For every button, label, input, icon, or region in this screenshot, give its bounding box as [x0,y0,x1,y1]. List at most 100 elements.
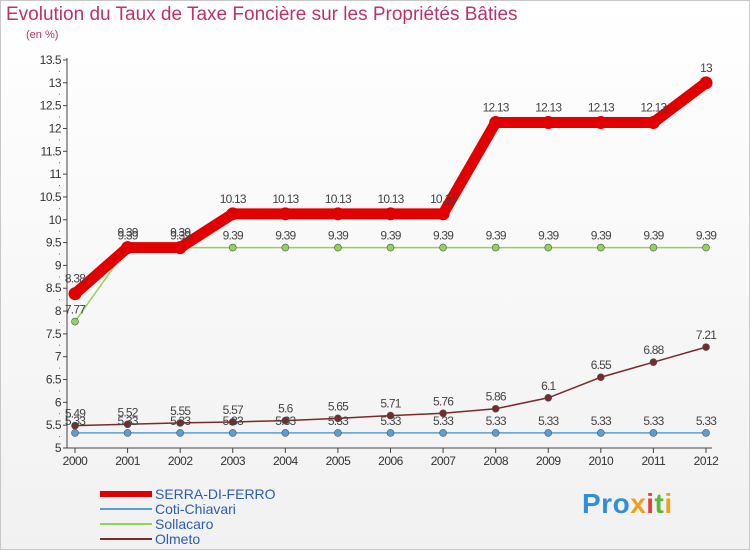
data-label: 9.39 [118,226,139,240]
y-tick-label: 5 [55,441,62,455]
legend-item: Olmeto [100,530,276,547]
data-point [281,416,290,425]
data-point [699,76,713,90]
data-label: 12.13 [535,101,562,115]
data-point [386,411,395,420]
data-label: 9.39 [223,229,244,243]
y-tick-label: 5.5 [46,418,62,432]
data-label: 5.33 [643,414,664,428]
data-label: 12.13 [588,101,615,115]
data-label: 7.77 [65,303,86,317]
data-point [491,404,500,413]
data-point [334,243,342,252]
data-label: 10.13 [377,192,404,206]
y-tick-label: 8.5 [46,281,62,295]
data-point [386,429,395,437]
data-point [68,287,82,301]
data-label: 5.33 [538,414,559,428]
legend-label: Olmeto [155,530,201,547]
data-point [649,429,658,437]
data-label: 9.39 [170,229,191,243]
data-label: 9.39 [696,229,717,243]
y-tick-label: 11 [50,167,62,181]
data-point [226,207,240,221]
data-label: 10.13 [325,192,352,206]
data-label: 10.13 [220,192,247,206]
y-unit-label: (en %) [26,29,59,41]
x-tick-label: 2006 [378,454,404,468]
y-tick-label: 12.5 [40,99,62,113]
data-label: 5.76 [433,394,454,408]
data-label: 9.39 [118,229,139,243]
chart-title: Evolution du Taux de Taxe Foncière sur l… [6,4,518,25]
data-point [541,116,555,130]
data-label: 5.57 [223,403,244,417]
data-point [281,429,290,437]
y-tick-label: 6 [55,395,62,409]
data-label: 6.1 [541,379,556,393]
data-label: 5.33 [223,414,244,428]
y-tick-label: 9.5 [46,236,62,250]
data-label: 8.38 [65,272,86,286]
data-point [71,421,79,430]
data-label: 6.55 [591,358,612,372]
y-tick-label: 8 [55,304,62,318]
data-label: 5.86 [486,390,507,404]
data-point [646,116,660,130]
x-tick-label: 2007 [431,454,457,468]
legend-swatch [100,507,152,510]
data-point [71,429,79,437]
data-label: 6.88 [643,343,664,357]
data-point [334,414,342,423]
data-label: 5.33 [591,414,612,428]
data-point [649,358,658,366]
legend-swatch [100,537,152,540]
data-point [123,429,132,437]
data-label: 5.65 [328,399,349,413]
y-tick-label: 9 [55,258,62,272]
data-label: 9.39 [538,229,559,243]
series-line-sollacaro [74,246,707,323]
data-label: 5.33 [65,414,86,428]
legend-label: SERRA-DI-FERRO [155,485,276,502]
y-tick-label: 13.5 [40,53,62,67]
data-point [597,429,605,437]
y-tick-label: 13 [49,76,62,90]
data-label: 5.33 [433,414,454,428]
legend-swatch [100,490,152,497]
legend-label: Coti-Chiavari [155,500,236,517]
x-tick-label: 2003 [220,454,246,468]
data-point [702,243,710,252]
data-point [436,207,450,221]
data-label: 5.33 [486,414,507,428]
data-label: 12.13 [640,101,667,115]
data-label: 5.6 [278,402,293,416]
legend: SERRA-DI-FERRO Coti-Chiavari Sollacaro O… [100,485,276,547]
data-point [544,429,553,437]
data-label: 5.33 [328,414,349,428]
data-point [439,429,447,437]
data-point [594,116,608,130]
data-point [439,243,447,252]
data-label: 5.33 [380,414,401,428]
x-tick-label: 2010 [588,454,614,468]
x-tick-label: 2012 [694,454,720,468]
data-label: 5.33 [170,414,191,428]
data-point [597,373,605,382]
data-point [331,207,345,221]
data-point [176,429,184,437]
y-tick-label: 6.5 [46,373,62,387]
data-point [176,419,184,427]
data-point [491,243,500,252]
data-point [173,241,187,255]
data-point [544,393,553,402]
data-point [71,317,79,326]
data-point [334,429,342,437]
data-label: 5.71 [380,397,401,411]
data-point [649,243,658,252]
x-tick-label: 2004 [273,454,299,468]
data-point [386,243,395,252]
y-tick-label: 12 [49,121,62,135]
